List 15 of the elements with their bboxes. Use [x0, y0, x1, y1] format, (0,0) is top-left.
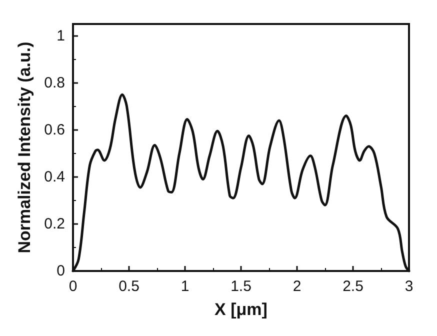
- y-tick-label: 0.6: [44, 121, 65, 138]
- y-tick-label: 0.4: [44, 168, 65, 186]
- y-tick-label: 1: [56, 27, 65, 44]
- y-tick-label: 0.8: [44, 74, 65, 92]
- y-axis-title: Normalized Intensity (a.u.): [15, 42, 34, 254]
- x-tick-label: 1.5: [230, 278, 252, 295]
- y-tick-label: 0: [56, 262, 65, 280]
- x-tick-label: 0.5: [118, 278, 140, 295]
- x-tick-label: 3: [404, 278, 414, 295]
- x-tick-label: 2: [292, 278, 302, 295]
- x-tick-label: 0: [68, 278, 78, 295]
- x-tick-label: 1: [180, 278, 190, 295]
- x-axis-title: X [μm]: [214, 300, 268, 319]
- x-tick-label: 2.5: [342, 278, 364, 295]
- y-tick-label: 0.2: [44, 215, 65, 232]
